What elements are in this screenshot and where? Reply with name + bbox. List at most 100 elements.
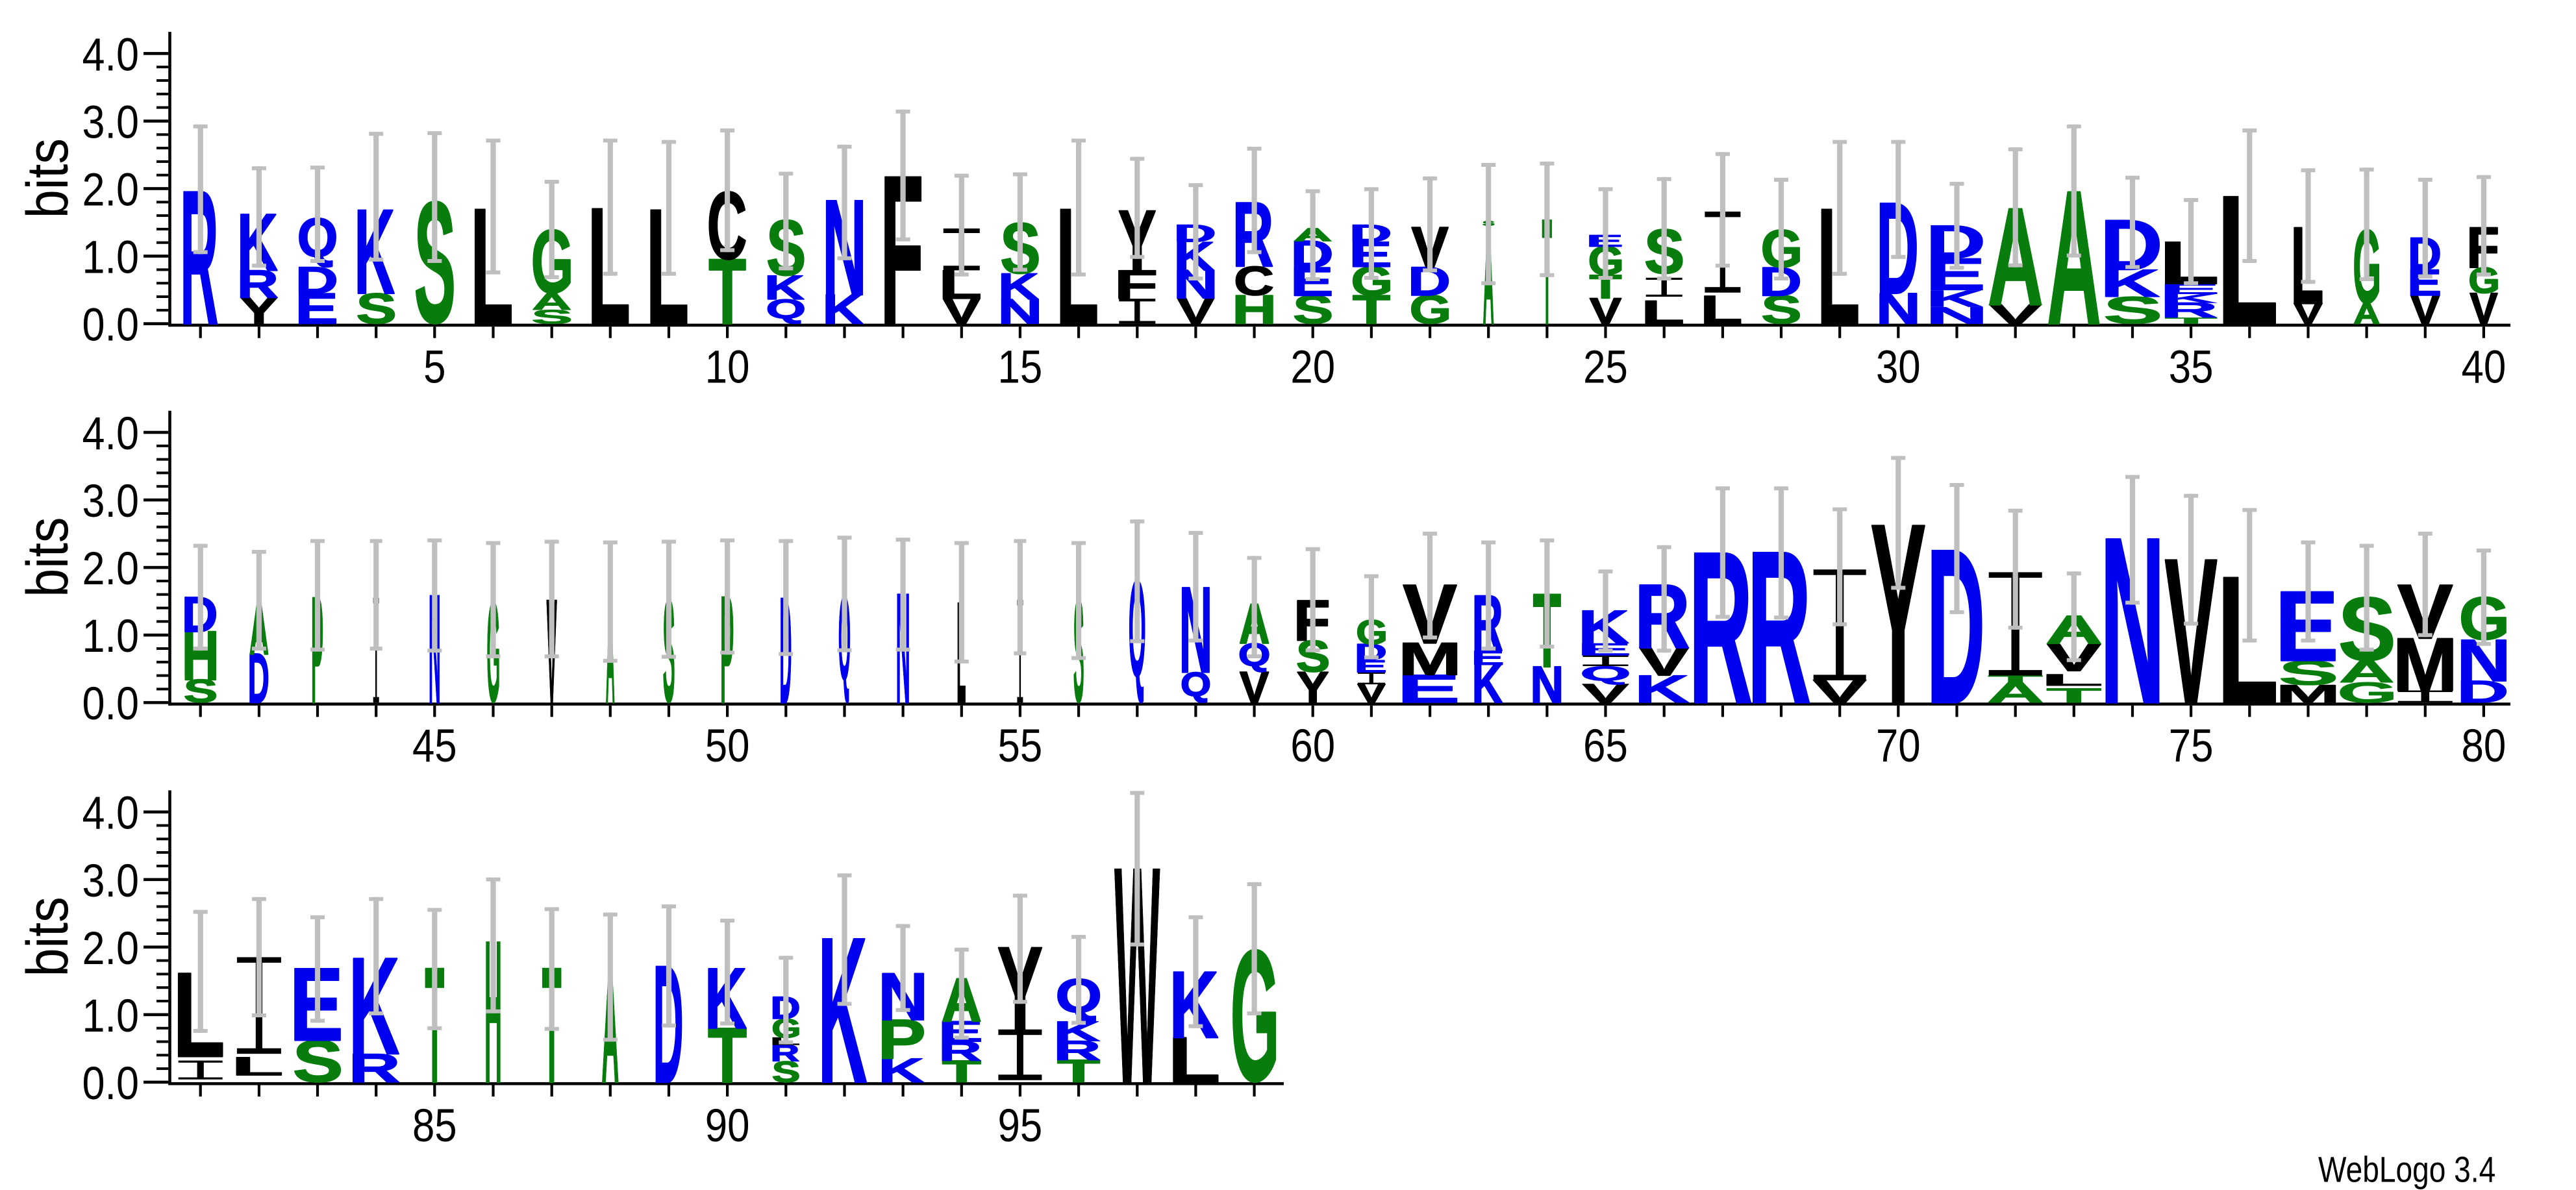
svg-text:C: C: [1234, 258, 1274, 304]
svg-text:L: L: [2040, 671, 2104, 689]
svg-text:Y: Y: [1297, 663, 1329, 713]
svg-text:80: 80: [2462, 721, 2507, 772]
svg-text:3.0: 3.0: [82, 476, 139, 527]
svg-text:K: K: [823, 286, 864, 333]
svg-text:bits: bits: [14, 517, 80, 597]
svg-text:M: M: [1398, 633, 1462, 685]
svg-text:F: F: [1114, 262, 1158, 308]
svg-text:1.0: 1.0: [82, 611, 139, 662]
svg-text:G: G: [1351, 259, 1394, 303]
svg-text:D: D: [248, 638, 269, 718]
svg-text:R: R: [180, 151, 218, 365]
svg-text:30: 30: [1876, 342, 1921, 393]
svg-text:L: L: [1168, 1024, 1221, 1096]
svg-text:P: P: [878, 1008, 926, 1071]
svg-text:D: D: [295, 260, 338, 302]
svg-text:K: K: [354, 184, 395, 319]
svg-text:50: 50: [705, 721, 750, 772]
svg-text:L: L: [231, 1051, 284, 1081]
svg-text:0.0: 0.0: [82, 678, 139, 730]
svg-text:R: R: [237, 262, 279, 306]
svg-text:55: 55: [998, 721, 1043, 772]
svg-text:D: D: [2457, 675, 2509, 710]
svg-text:4.0: 4.0: [82, 408, 139, 459]
svg-text:S: S: [293, 1028, 344, 1095]
svg-text:S: S: [2279, 654, 2338, 692]
svg-text:S: S: [184, 673, 218, 709]
svg-text:K: K: [998, 266, 1039, 308]
svg-text:85: 85: [412, 1100, 457, 1152]
svg-text:3.0: 3.0: [82, 855, 139, 906]
svg-text:25: 25: [1583, 342, 1628, 393]
svg-text:T: T: [1353, 287, 1390, 333]
svg-text:G: G: [2338, 676, 2397, 708]
svg-text:10: 10: [705, 342, 750, 393]
svg-text:E: E: [295, 284, 338, 334]
svg-text:70: 70: [1876, 721, 1921, 772]
svg-text:T: T: [1533, 573, 1562, 689]
svg-text:A: A: [2339, 654, 2395, 689]
svg-text:1.0: 1.0: [82, 232, 139, 283]
svg-text:V: V: [2294, 297, 2323, 330]
svg-text:S: S: [1293, 288, 1333, 332]
svg-text:20: 20: [1290, 342, 1335, 393]
svg-text:G: G: [1231, 911, 1280, 1121]
svg-text:K: K: [1472, 654, 1503, 715]
svg-text:S: S: [1761, 288, 1801, 332]
svg-text:S: S: [356, 285, 396, 333]
svg-text:V: V: [2470, 284, 2497, 334]
svg-text:T: T: [1057, 1052, 1100, 1089]
svg-text:V: V: [1177, 291, 1214, 332]
svg-text:E: E: [2408, 262, 2442, 303]
svg-text:T: T: [1988, 673, 2043, 684]
svg-text:K: K: [764, 269, 805, 307]
svg-text:N: N: [998, 292, 1043, 331]
svg-text:Q: Q: [766, 294, 807, 324]
svg-text:N: N: [1531, 656, 1564, 714]
svg-text:bits: bits: [14, 138, 80, 218]
svg-text:S: S: [531, 305, 572, 327]
svg-text:1.0: 1.0: [82, 990, 139, 1041]
svg-text:A: A: [1987, 676, 2044, 709]
svg-text:WebLogo 3.4: WebLogo 3.4: [2318, 1149, 2495, 1189]
svg-text:S: S: [2103, 290, 2162, 332]
svg-text:E: E: [1925, 249, 1986, 300]
svg-text:S: S: [772, 1055, 800, 1088]
svg-text:15: 15: [998, 342, 1043, 393]
svg-text:K: K: [1634, 667, 1689, 711]
svg-text:V: V: [943, 291, 980, 332]
svg-text:2.0: 2.0: [82, 923, 139, 974]
svg-text:45: 45: [412, 721, 457, 772]
svg-text:V: V: [1582, 679, 1629, 708]
svg-text:3.0: 3.0: [82, 97, 139, 148]
svg-text:75: 75: [2169, 721, 2214, 772]
svg-text:60: 60: [1290, 721, 1335, 772]
svg-text:N: N: [1926, 302, 1988, 328]
svg-text:Q: Q: [1181, 665, 1211, 703]
svg-text:40: 40: [2462, 342, 2507, 393]
svg-text:V: V: [1989, 299, 2042, 330]
svg-text:K: K: [2160, 291, 2217, 306]
svg-text:H: H: [1232, 287, 1277, 333]
svg-text:R: R: [1053, 1035, 1101, 1066]
svg-text:R: R: [2160, 298, 2218, 322]
svg-text:Y: Y: [240, 290, 278, 332]
svg-text:A: A: [532, 288, 571, 315]
svg-text:K: K: [1926, 286, 1982, 312]
svg-text:R: R: [349, 1045, 401, 1091]
svg-text:A: A: [2353, 297, 2380, 330]
svg-text:V: V: [1639, 639, 1689, 684]
svg-text:V: V: [1240, 663, 1269, 712]
svg-text:L: L: [1641, 294, 1684, 331]
svg-text:V: V: [2410, 286, 2440, 332]
svg-text:4.0: 4.0: [82, 787, 139, 839]
svg-text:K: K: [879, 1051, 925, 1089]
svg-text:R: R: [939, 1036, 982, 1067]
svg-text:0.0: 0.0: [82, 299, 139, 351]
svg-text:5: 5: [423, 342, 445, 393]
svg-text:L: L: [1700, 288, 1742, 332]
svg-text:M: M: [2276, 680, 2340, 708]
svg-text:T: T: [2165, 316, 2218, 325]
svg-text:T: T: [542, 932, 562, 1117]
svg-text:V: V: [1590, 291, 1621, 332]
